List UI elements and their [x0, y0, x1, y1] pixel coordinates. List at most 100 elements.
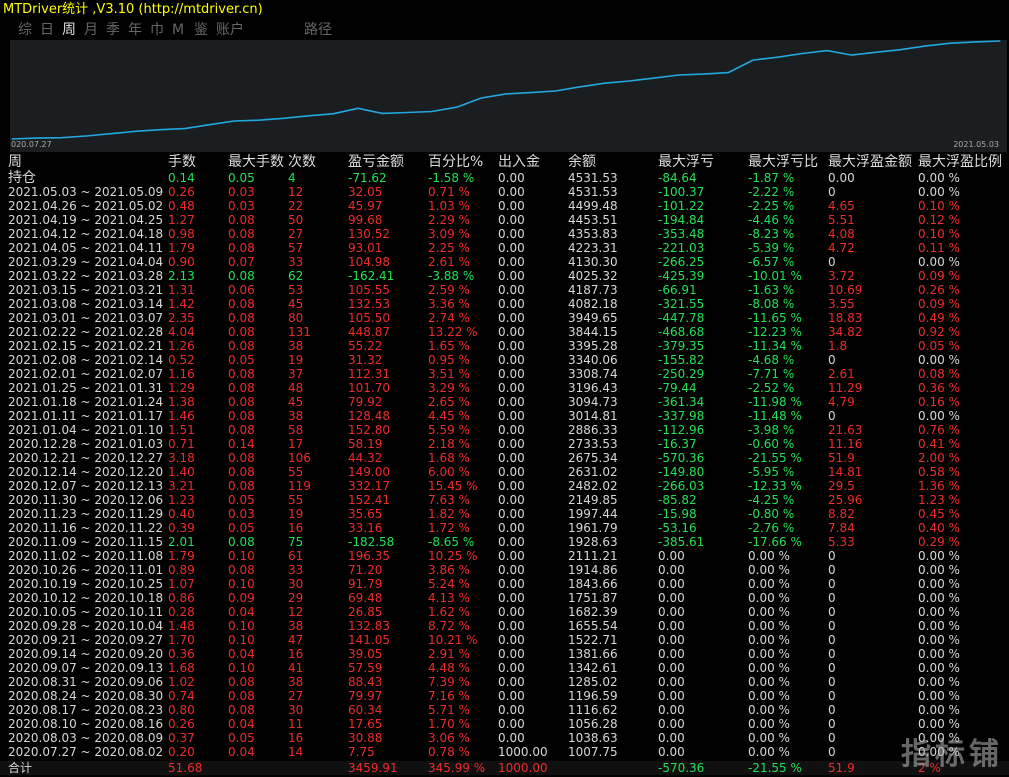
table-row[interactable]: 2021.02.08 ~ 2021.02.14 0.52 0.05 19 31.32 0.… — [0, 353, 1009, 367]
cell-max-drawdown: -321.55 — [658, 297, 705, 311]
cell-max-float-profit: 0 — [828, 661, 836, 675]
table-row[interactable]: 2021.01.11 ~ 2021.01.17 1.46 0.08 38 128.48 4… — [0, 409, 1009, 423]
balance-point — [36, 137, 38, 139]
table-row[interactable]: 2020.10.19 ~ 2020.10.25 1.07 0.10 30 91.79 5.… — [0, 577, 1009, 591]
table-row[interactable]: 2021.03.29 ~ 2021.04.04 0.90 0.07 33 104.98 2… — [0, 255, 1009, 269]
cell-max-lots: 0.08 — [228, 423, 255, 437]
tab-4[interactable]: 季 — [106, 22, 120, 38]
table-row[interactable]: 2021.04.05 ~ 2021.04.11 1.79 0.08 57 93.01 2.… — [0, 241, 1009, 255]
cell-io: 0.00 — [498, 339, 525, 353]
cell-max-float-profit: 0 — [828, 563, 836, 577]
cell-pnl: 30.88 — [348, 731, 383, 745]
table-row[interactable]: 2021.04.26 ~ 2021.05.02 0.48 0.03 22 45.97 1.… — [0, 199, 1009, 213]
cell-period: 2021.03.15 ~ 2021.03.21 — [8, 283, 164, 297]
table-row[interactable]: 2020.11.16 ~ 2020.11.22 0.39 0.05 16 33.16 1.… — [0, 521, 1009, 535]
cell-count: 75 — [288, 535, 304, 549]
tab-0[interactable]: 综 — [18, 22, 32, 38]
table-row[interactable]: 2020.07.27 ~ 2020.08.02 0.20 0.04 14 7.75 0.7… — [0, 745, 1009, 759]
tab-8[interactable]: 鉴 — [194, 22, 208, 38]
table-row[interactable]: 2021.02.01 ~ 2021.02.07 1.16 0.08 37 112.31 3… — [0, 367, 1009, 381]
tab-5[interactable]: 年 — [128, 22, 142, 38]
table-row[interactable]: 2020.12.28 ~ 2021.01.03 0.71 0.14 17 58.19 2.… — [0, 437, 1009, 451]
cell-count: 11 — [288, 717, 304, 731]
cell-max-float-profit: 0 — [828, 549, 836, 563]
table-row[interactable]: 2020.09.21 ~ 2020.09.27 1.70 0.10 47 141.05 1… — [0, 633, 1009, 647]
table-row[interactable]: 2021.04.19 ~ 2021.04.25 1.27 0.08 50 99.68 2.… — [0, 213, 1009, 227]
table-row[interactable]: 2020.11.23 ~ 2020.11.29 0.40 0.03 19 35.65 1.… — [0, 507, 1009, 521]
balance-point — [134, 130, 137, 132]
cell-max-float-profit: 10.69 — [828, 283, 863, 297]
table-row[interactable]: 2020.12.07 ~ 2020.12.13 3.21 0.08 119 332.17… — [0, 479, 1009, 493]
holding-row[interactable]: 持仓 0.14 0.05 4 -71.62 -1.58 % 0.00 4531.53 -84.6… — [0, 171, 1009, 185]
cell-max-drawdown: -361.34 — [658, 395, 705, 409]
cell-max-drawdown: -337.98 — [658, 409, 705, 423]
table-row[interactable]: 2021.03.15 ~ 2021.03.21 1.31 0.06 53 105.55 2… — [0, 283, 1009, 297]
cell-max-float-profit: 14.81 — [828, 465, 863, 479]
cell-lots: 1.27 — [168, 213, 195, 227]
tab-1[interactable]: 日 — [40, 22, 54, 38]
tab-7[interactable]: M — [172, 22, 185, 38]
balance-point — [456, 106, 458, 108]
cell-count: 57 — [288, 241, 304, 255]
cell-pnl: 130.52 — [348, 227, 390, 241]
table-row[interactable]: 2020.08.31 ~ 2020.09.06 1.02 0.08 38 88.43 7.… — [0, 675, 1009, 689]
cell-io: 0.00 — [498, 493, 525, 507]
cell-lots: 1.51 — [168, 423, 195, 437]
table-row[interactable]: 2020.12.21 ~ 2020.12.27 3.18 0.08 106 44.32 1… — [0, 451, 1009, 465]
cell-count: 22 — [288, 199, 304, 213]
table-row[interactable]: 2021.01.18 ~ 2021.01.24 1.38 0.08 45 79.92 2.… — [0, 395, 1009, 409]
table-row[interactable]: 2021.01.25 ~ 2021.01.31 1.29 0.08 48 101.70 3… — [0, 381, 1009, 395]
table-row[interactable]: 2020.08.10 ~ 2020.08.16 0.26 0.04 11 17.65 1.… — [0, 717, 1009, 731]
balance-point — [604, 82, 606, 84]
table-row[interactable]: 2020.11.09 ~ 2020.11.15 2.01 0.08 75 -182.58… — [0, 535, 1009, 549]
cell-count: 80 — [288, 311, 304, 325]
cell-max-drawdown: -101.22 — [658, 199, 705, 213]
cell-max-float-profit: 0 — [828, 591, 836, 605]
balance-point — [233, 120, 235, 122]
balance-point — [505, 93, 507, 95]
cell-period: 2020.08.17 ~ 2020.08.23 — [8, 703, 164, 717]
cell-pct: 8.72 % — [428, 619, 470, 633]
cell-max-drawdown-pct: 0.00 % — [748, 605, 790, 619]
table-row[interactable]: 2020.12.14 ~ 2020.12.20 1.40 0.08 55 149.00 6… — [0, 465, 1009, 479]
table-row[interactable]: 2020.10.05 ~ 2020.10.11 0.28 0.04 12 26.85 1.… — [0, 605, 1009, 619]
header-pct: 百分比% — [428, 154, 484, 170]
cell-pct: 15.45 % — [428, 479, 478, 493]
tab-10[interactable]: 路径 — [304, 22, 332, 38]
table-row[interactable]: 2020.09.14 ~ 2020.09.20 0.36 0.04 16 39.05 2.… — [0, 647, 1009, 661]
table-row[interactable]: 2020.10.26 ~ 2020.11.01 0.89 0.08 33 71.20 3.… — [0, 563, 1009, 577]
cell-count: 16 — [288, 647, 304, 661]
table-row[interactable]: 2021.01.04 ~ 2021.01.10 1.51 0.08 58 152.80 5… — [0, 423, 1009, 437]
cell-max-drawdown: -266.03 — [658, 479, 705, 493]
tab-2[interactable]: 周 — [62, 22, 76, 38]
cell-max-lots: 0.08 — [228, 563, 255, 577]
cell-pnl: 88.43 — [348, 675, 383, 689]
table-row[interactable]: 2021.02.22 ~ 2021.02.28 4.04 0.08 131 448.87… — [0, 325, 1009, 339]
table-row[interactable]: 2021.04.12 ~ 2021.04.18 0.98 0.08 27 130.52 3… — [0, 227, 1009, 241]
cell-count: 53 — [288, 283, 304, 297]
header-max-drawdown-pct: 最大浮亏比 — [748, 154, 818, 170]
table-row[interactable]: 2020.10.12 ~ 2020.10.18 0.86 0.09 29 69.48 4.… — [0, 591, 1009, 605]
table-row[interactable]: 2020.11.02 ~ 2020.11.08 1.79 0.10 61 196.35 1… — [0, 549, 1009, 563]
table-row[interactable]: 2020.09.28 ~ 2020.10.04 1.48 0.10 38 132.83 8… — [0, 619, 1009, 633]
cell-max-lots: 0.10 — [228, 619, 255, 633]
cell-balance: 1381.66 — [568, 647, 618, 661]
table-row[interactable]: 2021.03.01 ~ 2021.03.07 2.35 0.08 80 105.50 2… — [0, 311, 1009, 325]
cell-balance: 2886.33 — [568, 423, 618, 437]
tab-6[interactable]: 巾 — [150, 22, 164, 38]
table-row[interactable]: 2020.08.03 ~ 2020.08.09 0.37 0.05 16 30.88 3.… — [0, 731, 1009, 745]
table-row[interactable]: 2021.02.15 ~ 2021.02.21 1.26 0.08 38 55.22 1.… — [0, 339, 1009, 353]
table-row[interactable]: 2021.05.03 ~ 2021.05.09 0.26 0.03 12 32.05 0.… — [0, 185, 1009, 199]
table-row[interactable]: 2020.08.24 ~ 2020.08.30 0.74 0.08 27 79.97 7.… — [0, 689, 1009, 703]
table-row[interactable]: 2021.03.08 ~ 2021.03.14 1.42 0.08 45 132.53 3… — [0, 297, 1009, 311]
tab-9[interactable]: 账户 — [216, 22, 244, 38]
cell-max-drawdown: -266.25 — [658, 255, 705, 269]
table-row[interactable]: 2020.09.07 ~ 2020.09.13 1.68 0.10 41 57.59 4.… — [0, 661, 1009, 675]
table-row[interactable]: 2020.11.30 ~ 2020.12.06 1.23 0.05 55 152.41 7… — [0, 493, 1009, 507]
table-row[interactable]: 2021.03.22 ~ 2021.03.28 2.13 0.08 62 -162.41… — [0, 269, 1009, 283]
cell-max-float-profit: 5.51 — [828, 213, 855, 227]
header-max-float-profit: 最大浮盈金额 — [828, 154, 912, 170]
header-period: 周 — [8, 154, 22, 170]
table-row[interactable]: 2020.08.17 ~ 2020.08.23 0.80 0.08 30 60.34 5.… — [0, 703, 1009, 717]
tab-3[interactable]: 月 — [84, 22, 98, 38]
